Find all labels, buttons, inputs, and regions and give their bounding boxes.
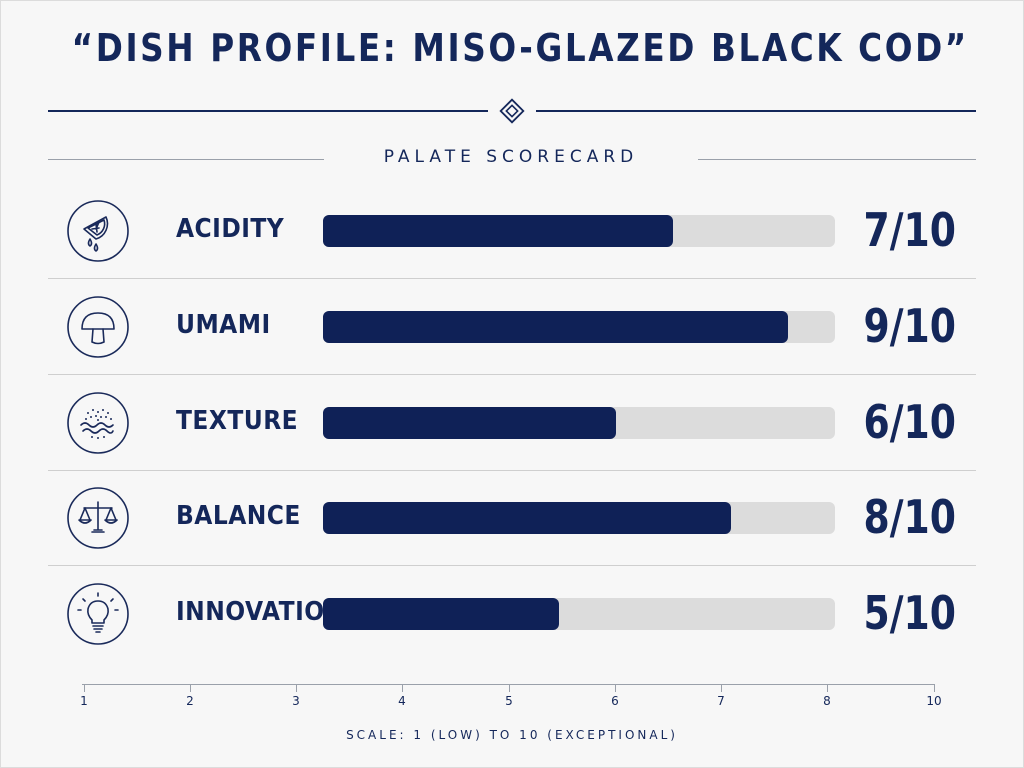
title-rule-left [48, 110, 488, 112]
bar-fill [323, 311, 788, 343]
bar-fill [323, 502, 731, 534]
mushroom-icon [67, 296, 129, 358]
score-row-innovation: INNOVATION 5/10 [48, 567, 976, 663]
chart-subtitle: PALATE SCORECARD [383, 147, 639, 167]
scales-icon [67, 487, 129, 549]
bar-track [323, 311, 835, 343]
lightbulb-icon [67, 583, 129, 645]
axis-tick [934, 684, 935, 692]
axis-tick-label: 7 [717, 694, 725, 708]
score-row-umami: UMAMI 9/10 [48, 280, 976, 376]
category-label: INNOVATION [176, 597, 345, 627]
texture-waves-icon [67, 392, 129, 454]
score-row-balance: BALANCE 8/10 [48, 471, 976, 567]
axis-tick-label: 3 [292, 694, 300, 708]
axis-tick [827, 684, 828, 692]
axis-tick [84, 684, 85, 692]
axis-tick [402, 684, 403, 692]
axis-tick-label: 6 [611, 694, 619, 708]
bar-fill [323, 407, 616, 439]
subtitle-rule-right [698, 159, 976, 160]
lemon-drops-icon [67, 200, 129, 262]
score-value: 7/10 [863, 203, 956, 257]
score-value: 9/10 [863, 299, 956, 353]
axis-tick [721, 684, 722, 692]
bar-track [323, 215, 835, 247]
category-label: TEXTURE [176, 406, 299, 436]
axis-tick-label: 8 [823, 694, 831, 708]
axis-tick [190, 684, 191, 692]
scale-footnote: SCALE: 1 (LOW) TO 10 (EXCEPTIONAL) [346, 728, 678, 742]
category-label: ACIDITY [176, 214, 285, 244]
score-row-acidity: ACIDITY 7/10 [48, 184, 976, 280]
row-divider [48, 278, 976, 279]
row-divider [48, 374, 976, 375]
score-value: 5/10 [863, 586, 956, 640]
category-label: BALANCE [176, 501, 301, 531]
axis-tick-label: 1 [80, 694, 88, 708]
score-row-texture: TEXTURE 6/10 [48, 376, 976, 472]
chart-title: “DISH PROFILE: MISO-GLAZED BLACK COD” [71, 26, 969, 70]
bar-track [323, 598, 835, 630]
diamond-ornament-icon [499, 98, 525, 124]
scale-axis [82, 684, 935, 685]
axis-tick-label: 10 [926, 694, 942, 708]
bar-track [323, 502, 835, 534]
axis-tick-label: 5 [505, 694, 513, 708]
axis-tick-label: 4 [398, 694, 406, 708]
row-divider [48, 565, 976, 566]
score-value: 8/10 [863, 490, 956, 544]
bar-track [323, 407, 835, 439]
axis-tick-label: 2 [186, 694, 194, 708]
axis-tick [296, 684, 297, 692]
subtitle-rule-left [48, 159, 324, 160]
category-label: UMAMI [176, 310, 271, 340]
title-rule-right [536, 110, 976, 112]
score-value: 6/10 [863, 395, 956, 449]
bar-fill [323, 215, 673, 247]
bar-fill [323, 598, 559, 630]
axis-tick [509, 684, 510, 692]
axis-tick [615, 684, 616, 692]
row-divider [48, 470, 976, 471]
